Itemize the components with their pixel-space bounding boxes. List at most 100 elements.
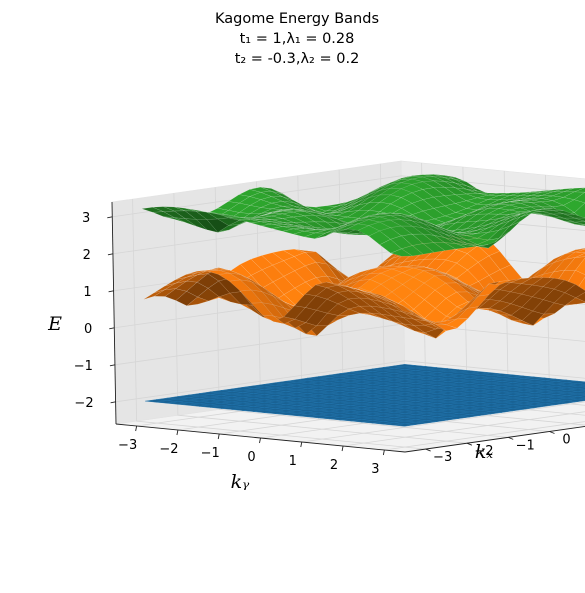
surface-facet (444, 177, 467, 186)
x-tick-label: 0 (562, 433, 570, 448)
surface-facet (477, 199, 499, 206)
surface-facet (175, 272, 197, 280)
surface-facet (304, 284, 328, 297)
x-tick-label: −1 (516, 438, 535, 453)
surface-facet (217, 272, 241, 282)
surface-facet (498, 195, 521, 201)
surface-facet (413, 314, 436, 323)
surface-facet (145, 399, 167, 403)
grid-line-z (112, 175, 585, 218)
surface-facet (422, 242, 446, 253)
surface-facet (455, 179, 478, 189)
surface-facet (379, 179, 402, 189)
surface-facet (314, 212, 337, 219)
surface-facet (283, 305, 306, 320)
surface-facet (477, 299, 501, 309)
surface-facet (272, 260, 295, 277)
surface-facet (499, 303, 523, 316)
surface-facet (400, 215, 423, 224)
title-line-1: Kagome Energy Bands (215, 11, 379, 27)
surface-facet (477, 221, 499, 231)
surface-facet (411, 243, 435, 255)
surface-facet (164, 288, 187, 301)
surface-facet (411, 220, 434, 231)
surface-facet (530, 195, 553, 199)
surface-facet (424, 318, 447, 332)
y-tick-label: 2 (330, 458, 338, 473)
surface-facet (553, 251, 576, 263)
surface-facet (424, 289, 447, 309)
surface-facet (347, 202, 370, 212)
surface-facet (336, 223, 358, 232)
surface-facet (357, 201, 381, 211)
surface-facet (402, 291, 425, 310)
surface-facet (238, 219, 261, 223)
surface-facet (282, 211, 305, 218)
surface-facet (358, 297, 382, 308)
surface-facet (445, 282, 469, 293)
z-tick-label: −1 (74, 359, 93, 374)
surface-facet (530, 189, 553, 193)
surface-facet (239, 279, 263, 292)
surface-facet (260, 196, 283, 204)
y-tick (135, 425, 138, 432)
surface-facet (303, 211, 326, 217)
surface-facet (400, 219, 423, 228)
z-tick (110, 401, 116, 404)
y-tick-label: −1 (201, 446, 220, 461)
surface-facet (368, 213, 391, 218)
surface-facet (315, 298, 339, 314)
grid-line-x (214, 187, 509, 438)
band-surfaces (141, 174, 585, 427)
surface-facet (348, 269, 371, 281)
surface-facet (207, 269, 230, 275)
z-tick (109, 364, 116, 367)
grid-line-x (173, 193, 467, 444)
surface-facet (282, 248, 306, 257)
grid-line-y (343, 411, 585, 447)
y-tick-label: −3 (118, 438, 137, 453)
surface-facet (467, 283, 489, 305)
surface-facet (314, 281, 339, 288)
surface-facet (477, 255, 501, 276)
surface-facet (249, 186, 272, 193)
surface-facet (400, 245, 424, 257)
surface-facet (433, 235, 456, 244)
surface-facet (509, 211, 531, 222)
band-surface-2 (141, 174, 585, 257)
surface-facet (337, 298, 360, 310)
y-tick (217, 433, 220, 440)
surface-facet (541, 195, 564, 201)
grid-line-y (384, 421, 585, 451)
surface-facet (573, 191, 585, 204)
z-tick (109, 327, 115, 330)
z-tick (107, 216, 113, 219)
surface-facet (413, 266, 435, 271)
surface-facet (369, 292, 392, 301)
y-tick-label: −2 (159, 442, 178, 457)
band-surface-1 (143, 234, 585, 339)
surface-facet (391, 309, 414, 320)
y-axis-label: kᵧ (231, 471, 251, 493)
surface-facet (206, 211, 229, 216)
z-axis-line (111, 201, 117, 425)
surface-facet (434, 270, 457, 281)
surface-facet (391, 300, 414, 314)
surface-facet (272, 250, 295, 261)
surface-facet (575, 291, 585, 303)
surface-facet (260, 186, 283, 195)
y-tick-label: 3 (371, 462, 379, 477)
x-tick (549, 431, 555, 434)
surface-facet (337, 308, 361, 316)
surface-facet (217, 213, 240, 218)
surface-facet (381, 313, 404, 324)
surface-facet (445, 291, 469, 308)
surface-facet (261, 291, 285, 309)
surface-facet (476, 229, 500, 241)
z-tick-label: −2 (74, 396, 93, 411)
surface-facet (152, 206, 175, 212)
surface-facet (143, 289, 165, 300)
surface-facet (163, 216, 186, 223)
surface-facet (227, 194, 251, 204)
